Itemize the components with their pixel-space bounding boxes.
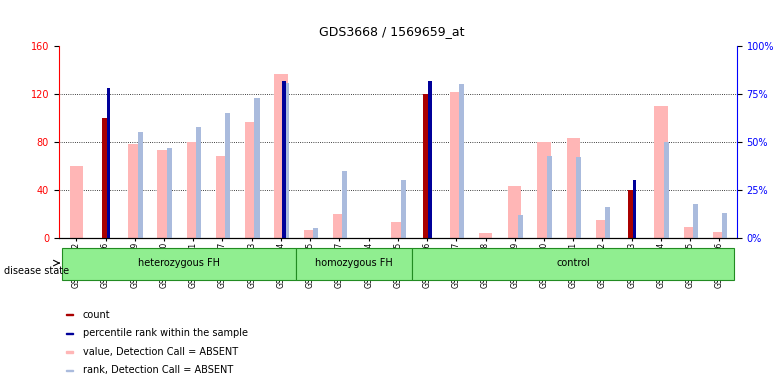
- Bar: [722, 213, 728, 238]
- Text: homozygous FH: homozygous FH: [315, 258, 393, 268]
- Text: control: control: [557, 258, 590, 268]
- Bar: [576, 157, 581, 238]
- Bar: [479, 233, 492, 238]
- Bar: [333, 214, 346, 238]
- Bar: [313, 228, 318, 238]
- Bar: [628, 190, 635, 238]
- Bar: [66, 314, 73, 316]
- Bar: [245, 122, 258, 238]
- Bar: [428, 81, 432, 238]
- Bar: [282, 81, 285, 238]
- Bar: [508, 187, 521, 238]
- Bar: [546, 156, 552, 238]
- Text: percentile rank within the sample: percentile rank within the sample: [82, 328, 248, 338]
- Bar: [303, 230, 317, 238]
- Bar: [70, 166, 83, 238]
- Bar: [423, 94, 430, 238]
- Bar: [538, 142, 550, 238]
- Bar: [129, 144, 141, 238]
- Text: heterozygous FH: heterozygous FH: [138, 258, 220, 268]
- Text: value, Detection Call = ABSENT: value, Detection Call = ABSENT: [82, 347, 238, 357]
- Bar: [107, 88, 111, 238]
- Bar: [605, 207, 610, 238]
- Bar: [713, 232, 726, 238]
- Text: disease state: disease state: [4, 266, 69, 276]
- Bar: [274, 74, 288, 238]
- Bar: [225, 113, 230, 238]
- Bar: [633, 180, 637, 238]
- Bar: [693, 204, 698, 238]
- Text: GDS3668 / 1569659_at: GDS3668 / 1569659_at: [319, 25, 465, 38]
- Bar: [412, 248, 734, 280]
- Bar: [196, 127, 201, 238]
- Bar: [391, 222, 405, 238]
- Bar: [66, 370, 73, 371]
- Bar: [459, 84, 464, 238]
- Bar: [167, 148, 172, 238]
- Bar: [216, 157, 229, 238]
- Bar: [296, 248, 412, 280]
- Bar: [62, 248, 296, 280]
- Bar: [187, 142, 200, 238]
- Bar: [684, 227, 697, 238]
- Bar: [567, 139, 580, 238]
- Bar: [66, 333, 73, 334]
- Bar: [596, 220, 609, 238]
- Bar: [401, 180, 405, 238]
- Bar: [664, 142, 669, 238]
- Bar: [158, 151, 171, 238]
- Bar: [655, 106, 667, 238]
- Bar: [255, 98, 260, 238]
- Bar: [342, 171, 347, 238]
- Bar: [517, 215, 523, 238]
- Bar: [284, 83, 289, 238]
- Bar: [102, 118, 109, 238]
- Bar: [450, 92, 463, 238]
- Bar: [66, 351, 73, 353]
- Text: count: count: [82, 310, 111, 320]
- Text: rank, Detection Call = ABSENT: rank, Detection Call = ABSENT: [82, 366, 233, 376]
- Bar: [137, 132, 143, 238]
